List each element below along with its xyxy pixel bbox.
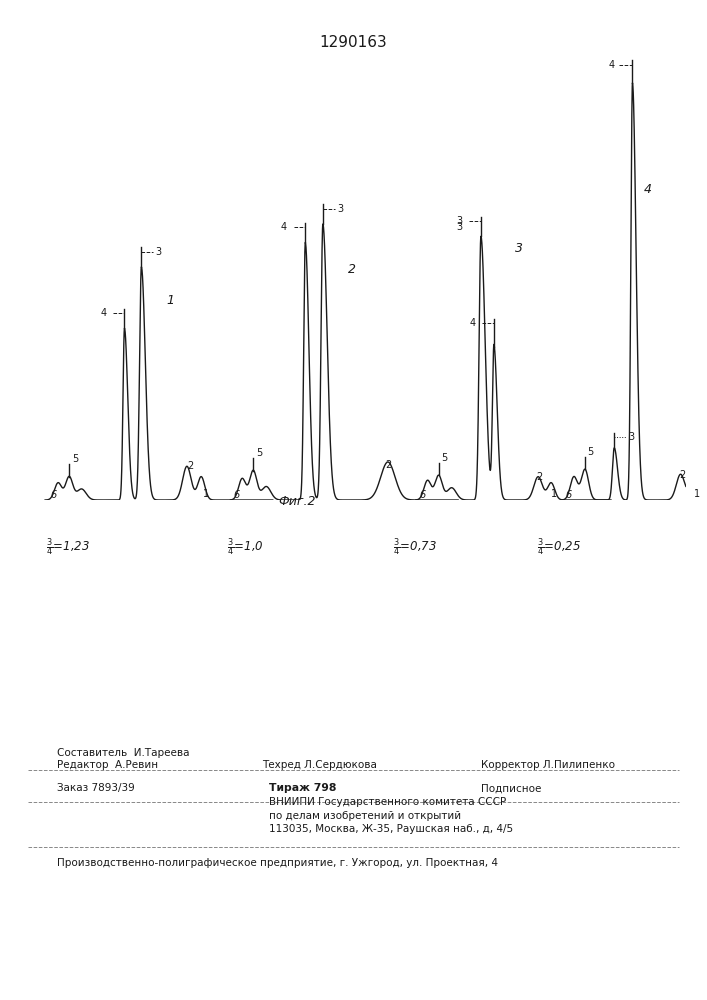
Text: 3: 3 bbox=[337, 204, 344, 214]
Text: 1: 1 bbox=[166, 294, 174, 307]
Text: 1: 1 bbox=[694, 489, 700, 499]
Text: 4: 4 bbox=[469, 318, 476, 328]
Text: Фиг.2: Фиг.2 bbox=[278, 495, 316, 508]
Text: 3: 3 bbox=[457, 216, 462, 226]
Text: 3: 3 bbox=[515, 242, 522, 255]
Text: 5: 5 bbox=[441, 453, 448, 463]
Text: по делам изобретений и открытий: по делам изобретений и открытий bbox=[269, 811, 461, 821]
Text: 5: 5 bbox=[256, 448, 262, 458]
Text: 3: 3 bbox=[629, 432, 635, 442]
Text: Редактор  А.Ревин: Редактор А.Ревин bbox=[57, 760, 158, 770]
Text: $\frac{3}{4}$=1,23: $\frac{3}{4}$=1,23 bbox=[47, 537, 90, 558]
Text: 2: 2 bbox=[187, 461, 193, 471]
Text: 6: 6 bbox=[419, 490, 426, 500]
Text: 3: 3 bbox=[456, 222, 462, 232]
Text: 2: 2 bbox=[536, 472, 542, 482]
Text: 4: 4 bbox=[100, 308, 106, 318]
Text: 4: 4 bbox=[281, 222, 287, 232]
Text: 1: 1 bbox=[202, 489, 209, 499]
Text: Корректор Л.Пилипенко: Корректор Л.Пилипенко bbox=[481, 760, 615, 770]
Text: 6: 6 bbox=[566, 490, 572, 500]
Text: ВНИИПИ Государственного комитета СССР: ВНИИПИ Государственного комитета СССР bbox=[269, 797, 506, 807]
Text: $\frac{3}{4}$=0,25: $\frac{3}{4}$=0,25 bbox=[537, 537, 582, 558]
Text: $\frac{3}{4}$=0,73: $\frac{3}{4}$=0,73 bbox=[393, 537, 437, 558]
Text: 2: 2 bbox=[385, 460, 392, 470]
Text: Составитель  И.Тареева: Составитель И.Тареева bbox=[57, 748, 189, 758]
Text: 6: 6 bbox=[234, 490, 240, 500]
Text: 2: 2 bbox=[348, 263, 356, 276]
Text: Производственно-полиграфическое предприятие, г. Ужгород, ул. Проектная, 4: Производственно-полиграфическое предприя… bbox=[57, 857, 498, 867]
Text: $\frac{3}{4}$=1,0: $\frac{3}{4}$=1,0 bbox=[227, 537, 264, 558]
Text: 1: 1 bbox=[551, 489, 557, 499]
Text: 4: 4 bbox=[608, 60, 614, 70]
Text: Техред Л.Сердюкова: Техред Л.Сердюкова bbox=[262, 760, 376, 770]
Text: 1290163: 1290163 bbox=[320, 35, 387, 50]
Text: 6: 6 bbox=[50, 490, 57, 500]
Text: 5: 5 bbox=[72, 454, 78, 464]
Text: 5: 5 bbox=[588, 447, 594, 457]
Text: Тираж 798: Тираж 798 bbox=[269, 783, 336, 793]
Text: 3: 3 bbox=[156, 247, 162, 257]
Text: Заказ 7893/39: Заказ 7893/39 bbox=[57, 783, 134, 793]
Text: 2: 2 bbox=[679, 470, 686, 480]
Text: 113035, Москва, Ж-35, Раушская наб., д, 4/5: 113035, Москва, Ж-35, Раушская наб., д, … bbox=[269, 824, 513, 834]
Text: Подписное: Подписное bbox=[481, 783, 541, 793]
Text: 4: 4 bbox=[644, 183, 652, 196]
